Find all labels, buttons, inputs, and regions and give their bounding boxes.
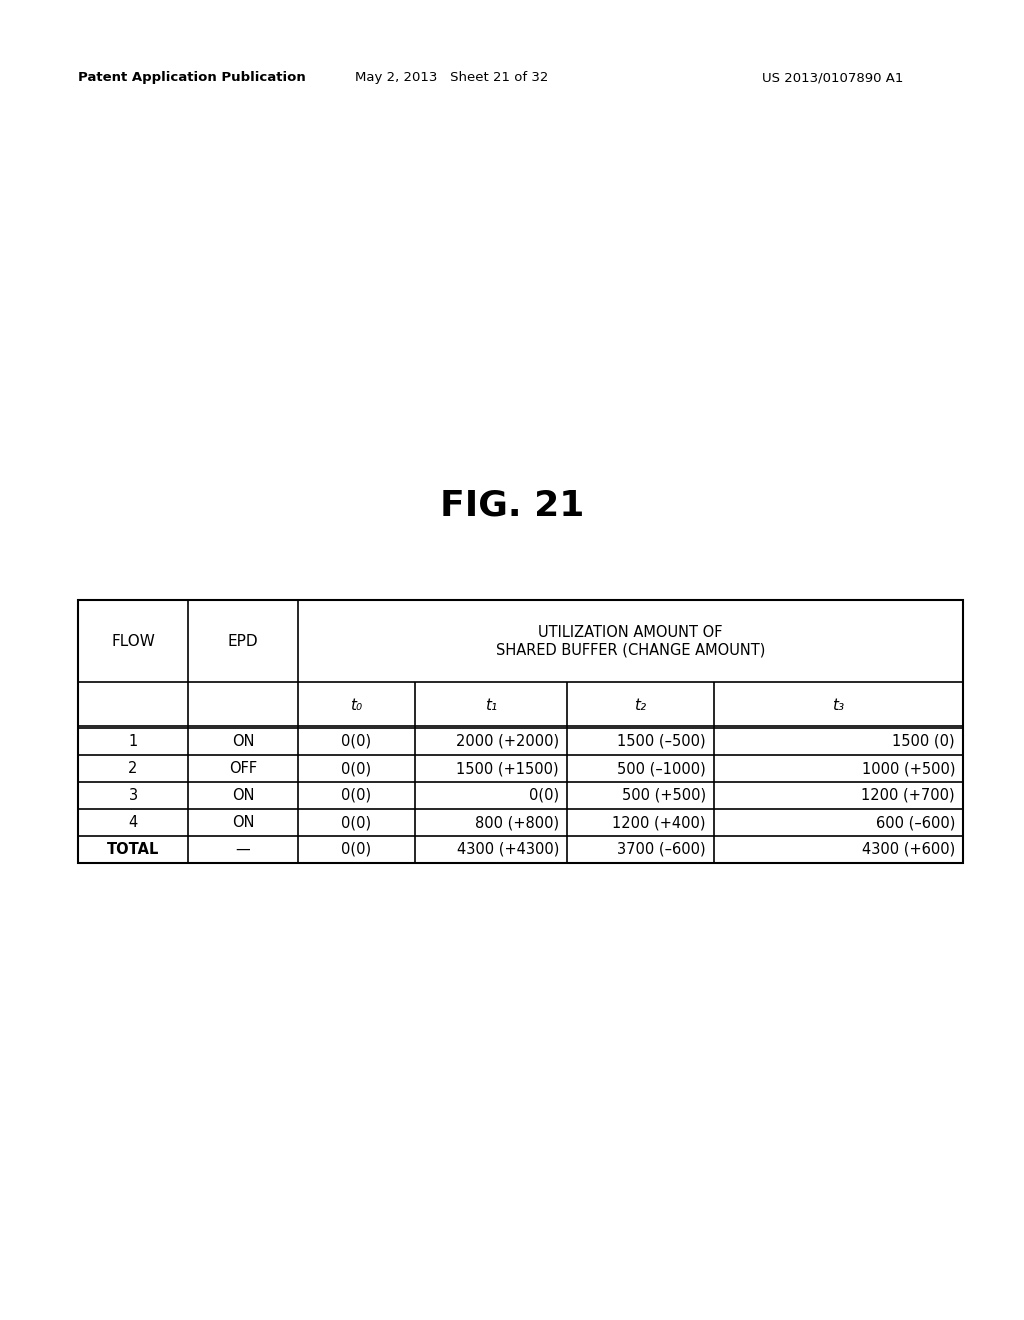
Text: 0(0): 0(0)	[341, 788, 372, 803]
Text: t₂: t₂	[635, 697, 646, 713]
Text: t₀: t₀	[350, 697, 362, 713]
Text: FIG. 21: FIG. 21	[440, 488, 584, 521]
Text: 500 (–1000): 500 (–1000)	[617, 762, 706, 776]
Text: UTILIZATION AMOUNT OF
SHARED BUFFER (CHANGE AMOUNT): UTILIZATION AMOUNT OF SHARED BUFFER (CHA…	[496, 624, 765, 657]
Text: 1500 (0): 1500 (0)	[892, 734, 955, 748]
Text: Patent Application Publication: Patent Application Publication	[78, 71, 306, 84]
Text: 800 (+800): 800 (+800)	[475, 814, 559, 830]
Text: US 2013/0107890 A1: US 2013/0107890 A1	[762, 71, 903, 84]
Text: 1500 (+1500): 1500 (+1500)	[457, 762, 559, 776]
Text: 1000 (+500): 1000 (+500)	[861, 762, 955, 776]
Text: OFF: OFF	[229, 762, 257, 776]
Text: 0(0): 0(0)	[528, 788, 559, 803]
Text: ON: ON	[231, 734, 254, 748]
Text: 0(0): 0(0)	[341, 734, 372, 748]
Text: 1200 (+400): 1200 (+400)	[612, 814, 706, 830]
Text: ON: ON	[231, 788, 254, 803]
Text: 0(0): 0(0)	[341, 814, 372, 830]
Text: 2: 2	[128, 762, 137, 776]
Text: 0(0): 0(0)	[341, 762, 372, 776]
Text: May 2, 2013   Sheet 21 of 32: May 2, 2013 Sheet 21 of 32	[355, 71, 549, 84]
Text: EPD: EPD	[227, 634, 258, 648]
Text: 0(0): 0(0)	[341, 842, 372, 857]
Text: 1200 (+700): 1200 (+700)	[861, 788, 955, 803]
Text: 4300 (+600): 4300 (+600)	[862, 842, 955, 857]
Text: 3: 3	[128, 788, 137, 803]
Text: ON: ON	[231, 814, 254, 830]
Text: FLOW: FLOW	[111, 634, 155, 648]
Text: TOTAL: TOTAL	[106, 842, 159, 857]
Text: 500 (+500): 500 (+500)	[622, 788, 706, 803]
Text: 4300 (+4300): 4300 (+4300)	[457, 842, 559, 857]
Text: 2000 (+2000): 2000 (+2000)	[456, 734, 559, 748]
Text: 600 (–600): 600 (–600)	[876, 814, 955, 830]
Text: —: —	[236, 842, 251, 857]
Text: 1: 1	[128, 734, 137, 748]
Text: 4: 4	[128, 814, 137, 830]
Bar	[78, 601, 963, 863]
Text: 1500 (–500): 1500 (–500)	[617, 734, 706, 748]
Text: 3700 (–600): 3700 (–600)	[617, 842, 706, 857]
Text: t₁: t₁	[485, 697, 497, 713]
Text: t₃: t₃	[833, 697, 845, 713]
